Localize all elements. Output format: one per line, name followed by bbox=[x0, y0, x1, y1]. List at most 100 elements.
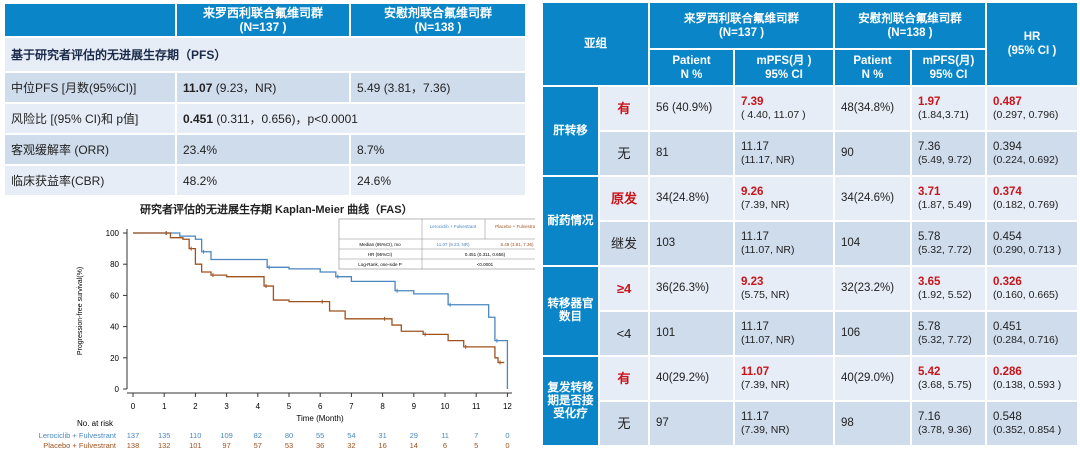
patients-a: 34(24.8%) bbox=[650, 177, 733, 220]
mpfs-b: 5.78 (5.32, 7.72) bbox=[912, 312, 985, 355]
table-row: <4 101 11.17 (11.07, NR) 106 5.78 (5.32, 7… bbox=[543, 312, 1077, 355]
hr: 0.374 (0.182, 0.769) bbox=[987, 177, 1077, 220]
risk-value: 101 bbox=[189, 441, 202, 450]
risk-value: 55 bbox=[316, 431, 324, 440]
x-tick-label: 8 bbox=[380, 402, 385, 411]
risk-row-label: Lerociclib + Fulvestrant bbox=[39, 431, 117, 440]
y-tick-label: 100 bbox=[106, 229, 120, 238]
patients-a: 97 bbox=[650, 402, 733, 445]
x-tick-label: 12 bbox=[503, 402, 512, 411]
mpfs-b: 1.97 (1.84,3.71) bbox=[912, 87, 985, 130]
risk-value: 0 bbox=[505, 431, 509, 440]
group-label: 耐药情况 bbox=[543, 177, 598, 265]
inset-value: 11.07 (9.23, NR) bbox=[437, 242, 470, 247]
patients-b: 98 bbox=[835, 402, 910, 445]
mpfs-a: 11.17 (11.07, NR) bbox=[735, 312, 833, 355]
subgroup-label: <4 bbox=[600, 312, 648, 355]
header-arm-b: 安慰剂联合氟维司群 (N=138 ) bbox=[351, 4, 525, 36]
patients-b: 32(23.2%) bbox=[835, 267, 910, 310]
patients-a: 36(26.3%) bbox=[650, 267, 733, 310]
patients-a: 101 bbox=[650, 312, 733, 355]
patients-b: 104 bbox=[835, 222, 910, 265]
patients-a: 56 (40.9%) bbox=[650, 87, 733, 130]
subgroup-label: ≥4 bbox=[600, 267, 648, 310]
mpfs-b: 3.71 (1.87, 5.49) bbox=[912, 177, 985, 220]
hr: 0.487 (0.297, 0.796) bbox=[987, 87, 1077, 130]
header-blank bbox=[5, 4, 175, 36]
group-label: 转移器官数目 bbox=[543, 267, 598, 355]
inset-header: Placebo + Fulvestrant bbox=[495, 224, 535, 229]
cell-b: 5.49 (3.81，7.36) bbox=[351, 73, 525, 102]
inset-table bbox=[338, 218, 535, 270]
mpfs-a: 9.23 (5.75, NR) bbox=[735, 267, 833, 310]
risk-value: 137 bbox=[127, 431, 140, 440]
y-tick-label: 40 bbox=[110, 323, 119, 332]
patients-a: 40(29.2%) bbox=[650, 357, 733, 400]
risk-value: 110 bbox=[189, 431, 201, 440]
risk-value: 31 bbox=[378, 431, 386, 440]
risk-value: 135 bbox=[158, 431, 171, 440]
cell-a: 11.07 (9.23，NR) bbox=[177, 73, 349, 102]
mpfs-b: 5.78 (5.32, 7.72) bbox=[912, 222, 985, 265]
inset-value: <0.0001 bbox=[477, 262, 494, 267]
inset-label: Median (95%CI), mo bbox=[359, 242, 401, 247]
patients-a: 103 bbox=[650, 222, 733, 265]
mpfs-b: 3.65 (1.92, 5.52) bbox=[912, 267, 985, 310]
risk-value: 36 bbox=[316, 441, 324, 450]
table-row: 无 81 11.17 (11.17, NR) 90 7.36 (5.49, 9.72… bbox=[543, 132, 1077, 175]
hr: 0.451 (0.284, 0.716) bbox=[987, 312, 1077, 355]
risk-value: 54 bbox=[347, 431, 355, 440]
section-title: 基于研究者评估的无进展生存期（PFS） bbox=[5, 38, 525, 71]
mpfs-a: 7.39( 4.40, 11.07 ) bbox=[735, 87, 833, 130]
header-arm-b: 安慰剂联合氟维司群 (N=138 ) bbox=[835, 3, 985, 48]
risk-value: 14 bbox=[410, 441, 418, 450]
risk-value: 97 bbox=[222, 441, 230, 450]
risk-title: No. at risk bbox=[77, 419, 114, 428]
header-subgroup: 亚组 bbox=[543, 3, 648, 85]
row-label: 风险比 [(95% CI)和 p值] bbox=[5, 104, 175, 133]
inset-label: HR (95%CI) bbox=[368, 252, 393, 257]
risk-value: 109 bbox=[220, 431, 233, 440]
mpfs-a: 11.17 (11.17, NR) bbox=[735, 132, 833, 175]
table-row: 转移器官数目 ≥4 36(26.3%) 9.23 (5.75, NR) 32(23.… bbox=[543, 267, 1077, 355]
mpfs-a: 11.17 (7.39, NR) bbox=[735, 402, 833, 445]
patients-b: 106 bbox=[835, 312, 910, 355]
header-mpfs-a: mPFS(月 ) 95% CI bbox=[735, 50, 833, 85]
x-tick-label: 4 bbox=[256, 402, 261, 411]
risk-value: 138 bbox=[127, 441, 140, 450]
risk-value: 0 bbox=[505, 441, 509, 450]
subgroup-label: 继发 bbox=[600, 222, 648, 265]
x-tick-label: 1 bbox=[162, 402, 167, 411]
cell-b: 8.7% bbox=[351, 135, 525, 164]
x-tick-label: 0 bbox=[131, 402, 136, 411]
y-tick-label: 0 bbox=[115, 385, 120, 394]
inset-label: Log-Rank, one-side P bbox=[358, 262, 402, 267]
hr: 0.326 (0.160, 0.665) bbox=[987, 267, 1077, 310]
km-curve-placebo bbox=[133, 232, 505, 364]
km-curve-lerociclib bbox=[133, 232, 509, 389]
table-row: 无 97 11.17 (7.39, NR) 98 7.16 (3.78, 9.36)… bbox=[543, 402, 1077, 445]
inset-value: 5.49 (3.81, 7.36) bbox=[500, 242, 534, 247]
risk-value: 53 bbox=[285, 441, 293, 450]
risk-value: 16 bbox=[378, 441, 386, 450]
cell-b: 24.6% bbox=[351, 166, 525, 195]
y-tick-label: 80 bbox=[110, 260, 119, 269]
cell-a: 0.451 (0.311，0.656)，p<0.0001 bbox=[177, 104, 525, 133]
risk-row-label: Placebo + Fulvestrant bbox=[43, 441, 117, 450]
inset-value: 0.451 (0.311, 0.656) bbox=[465, 252, 506, 257]
mpfs-a: 11.07 (7.39, NR) bbox=[735, 357, 833, 400]
chart-title: 研究者评估的无进展生存期 Kaplan-Meier 曲线（FAS） bbox=[140, 204, 413, 216]
patients-b: 90 bbox=[835, 132, 910, 175]
subgroup-label: 原发 bbox=[600, 177, 648, 220]
x-tick-label: 9 bbox=[412, 402, 417, 411]
table-row: 继发 103 11.17 (11.07, NR) 104 5.78 (5.32, 7… bbox=[543, 222, 1077, 265]
cell-a: 23.4% bbox=[177, 135, 349, 164]
row-label: 中位PFS [月数(95%CI)] bbox=[5, 73, 175, 102]
table-row: 耐药情况 原发 34(24.8%) 9.26 (7.39, NR) 34(24.6%… bbox=[543, 177, 1077, 265]
y-tick-label: 60 bbox=[110, 291, 119, 300]
header-patient-a: Patient N % bbox=[650, 50, 733, 85]
row-label: 客观缓解率 (ORR) bbox=[5, 135, 175, 164]
hr: 0.454 (0.290, 0.713 ) bbox=[987, 222, 1077, 265]
risk-value: 6 bbox=[443, 441, 447, 450]
subgroup-label: 有 bbox=[600, 87, 648, 130]
